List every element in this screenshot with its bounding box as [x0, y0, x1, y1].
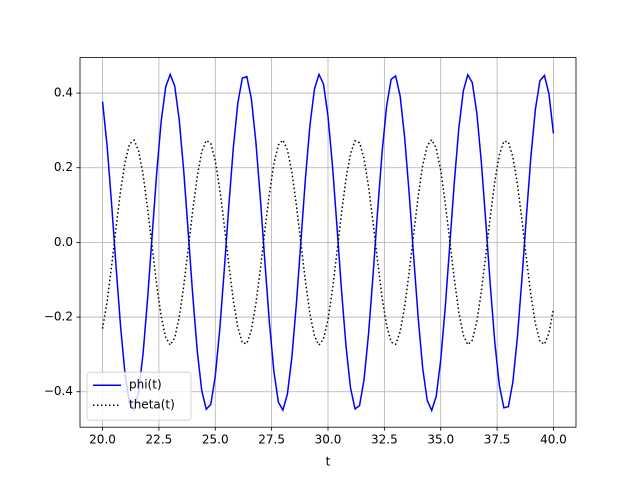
legend-label: theta(t)	[129, 398, 175, 412]
x-axis-label: t	[326, 455, 331, 469]
line-series	[101, 138, 555, 347]
x-tick-label: 40.0	[540, 433, 567, 447]
x-tick-label: 37.5	[484, 433, 511, 447]
y-tick-label: 0.2	[54, 160, 73, 174]
x-tick-label: 35.0	[427, 433, 454, 447]
legend-box	[86, 371, 192, 421]
x-tick-label: 32.5	[371, 433, 398, 447]
y-tick-label: −0.2	[44, 310, 73, 324]
x-tick-label: 22.5	[146, 433, 173, 447]
x-tick-label: 27.5	[258, 433, 285, 447]
y-tick-label: 0.0	[54, 235, 73, 249]
legend-label: phi(t)	[129, 378, 162, 392]
x-tick-label: 30.0	[315, 433, 342, 447]
y-tick-label: −0.4	[44, 384, 73, 398]
x-tick-label: 20.0	[89, 433, 116, 447]
legend: phi(t) theta(t)	[86, 371, 192, 421]
axes-frame	[79, 57, 577, 428]
y-tick-label: 0.4	[54, 86, 73, 100]
line-series	[101, 72, 555, 413]
x-tick-label: 25.0	[202, 433, 229, 447]
